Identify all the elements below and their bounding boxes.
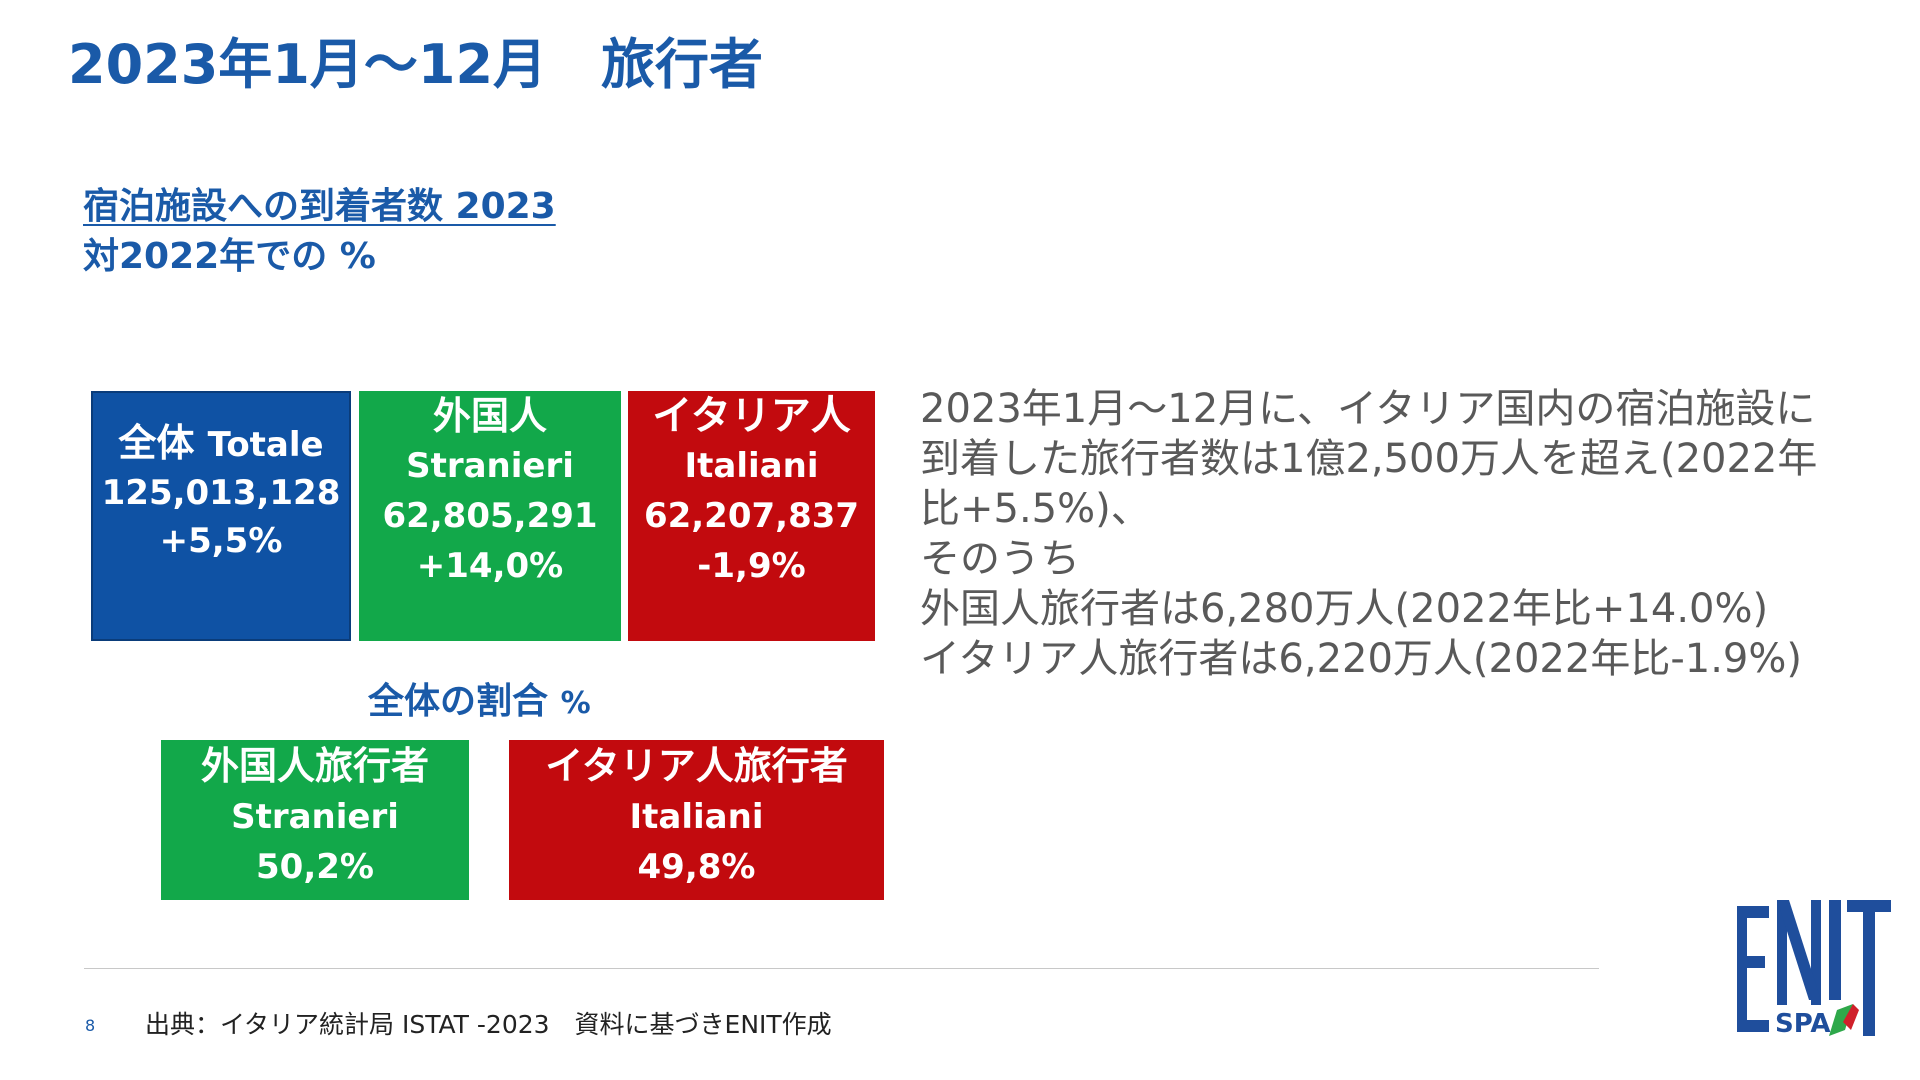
foreign-share-box: 外国人旅行者 Stranieri 50,2% [161, 740, 469, 900]
total-change: +5,5% [159, 521, 283, 561]
foreign-arrivals-box: 外国人 Stranieri 62,805,291 +14,0% [359, 391, 621, 641]
summary-line: 比+5.5%)、 [920, 486, 1151, 532]
foreign-share-label-it: Stranieri [231, 797, 399, 837]
italian-arrivals-box: イタリア人 Italiani 62,207,837 -1,9% [628, 391, 875, 641]
italian-share-value: 49,8% [637, 847, 756, 887]
foreign-share-value: 50,2% [256, 847, 374, 887]
total-arrivals-box: 全体 Totale 125,013,128 +5,5% [91, 391, 351, 641]
foreign-label-it: Stranieri [406, 446, 574, 486]
italian-label-jp: イタリア人 [652, 393, 851, 439]
enit-logo-graphic: SPA [1737, 900, 1891, 1039]
summary-text: 2023年1月～12月に、イタリア国内の宿泊施設に 到着した旅行者数は1億2,5… [920, 384, 1900, 684]
source-note: 出典：イタリア統計局 ISTAT -2023 資料に基づきENIT作成 [145, 1010, 832, 1039]
subtitle-line-2: 対2022年での % [83, 236, 376, 277]
share-heading-unit: % [560, 686, 591, 721]
foreign-label-jp: 外国人 [432, 394, 547, 438]
page-title: 2023年1月～12月 旅行者 [68, 33, 764, 96]
total-value: 125,013,128 [101, 473, 341, 513]
italian-share-label-it: Italiani [629, 797, 764, 837]
summary-line: イタリア人旅行者は6,220万人(2022年比-1.9%) [920, 636, 1802, 682]
subtitle-line-1: 宿泊施設への到着者数 2023 [83, 186, 556, 227]
italian-share-box: イタリア人旅行者 Italiani 49,8% [509, 740, 884, 900]
page-number: 8 [85, 1016, 96, 1035]
italian-label-it: Italiani [684, 446, 819, 486]
section-subtitle: 宿泊施設への到着者数 2023 対2022年での % [83, 182, 556, 282]
summary-line: そのうち [920, 536, 1080, 582]
italian-change: -1,9% [697, 546, 806, 586]
footer-divider [84, 968, 1599, 969]
total-label-it: Totale [207, 425, 324, 465]
summary-line: 到着した旅行者数は1億2,500万人を超え(2022年 [920, 436, 1818, 482]
foreign-share-label-jp: 外国人旅行者 [200, 744, 429, 788]
enit-logo-sub: SPA [1775, 1009, 1831, 1036]
summary-line: 2023年1月～12月に、イタリア国内の宿泊施設に [920, 386, 1816, 432]
italian-share-label-jp: イタリア人旅行者 [545, 744, 848, 788]
foreign-change: +14,0% [416, 546, 564, 586]
share-heading-text: 全体の割合 [368, 681, 549, 722]
total-label: 全体 Totale [118, 419, 323, 469]
total-label-jp: 全体 [118, 421, 195, 465]
enit-logo: SPA [1737, 900, 1897, 1039]
summary-line: 外国人旅行者は6,280万人(2022年比+14.0%) [920, 586, 1769, 632]
share-heading: 全体の割合 % [368, 672, 591, 724]
italian-value: 62,207,837 [643, 496, 860, 536]
foreign-value: 62,805,291 [382, 496, 598, 536]
